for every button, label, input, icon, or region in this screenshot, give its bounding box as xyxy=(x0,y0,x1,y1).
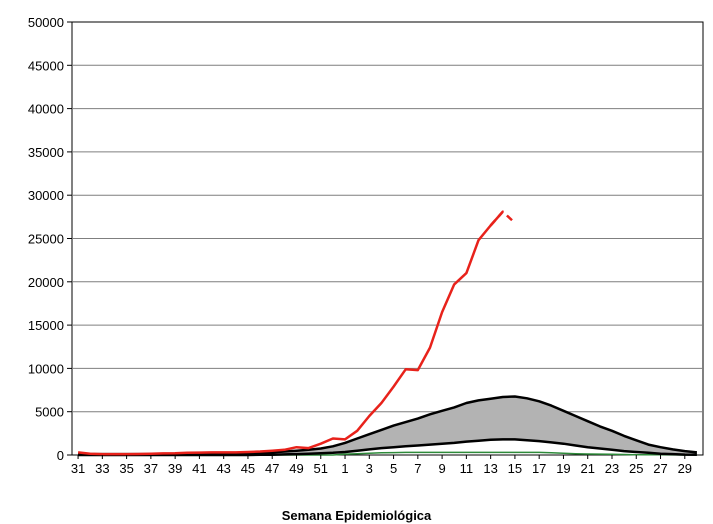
y-tick-label: 20000 xyxy=(28,275,64,290)
series-lines xyxy=(77,210,698,457)
x-tick-label: 3 xyxy=(366,461,373,476)
band-fill xyxy=(78,396,697,455)
x-tick-label: 11 xyxy=(460,461,474,476)
y-tick-label: 45000 xyxy=(28,58,64,73)
x-tick-label: 5 xyxy=(390,461,397,476)
x-tick-label: 51 xyxy=(314,461,328,476)
x-tick-label: 21 xyxy=(580,461,594,476)
x-tick-label: 15 xyxy=(508,461,522,476)
y-tick-label: 40000 xyxy=(28,102,64,117)
x-tick-label: 39 xyxy=(168,461,182,476)
x-axis-ticks: 31 33 35 37 39 41 43 45 47 49 51 1 3 5 7 9 11 13 15 17 19 21 2… xyxy=(71,455,692,476)
x-tick-label: 37 xyxy=(144,461,158,476)
y-axis-ticks: 0 5000 10000 15000 20000 25000 30000 35000 40000… xyxy=(28,15,72,463)
band-area xyxy=(78,396,697,455)
x-tick-label: 1 xyxy=(341,461,348,476)
x-axis-label: Semana Epidemiológica xyxy=(281,508,432,523)
x-tick-label: 13 xyxy=(483,461,497,476)
y-tick-label: 50000 xyxy=(28,15,64,30)
x-tick-label: 7 xyxy=(414,461,421,476)
x-tick-label: 9 xyxy=(438,461,445,476)
observed-series-line xyxy=(77,210,504,456)
x-tick-label: 29 xyxy=(678,461,692,476)
x-tick-label: 45 xyxy=(241,461,255,476)
x-tick-label: 33 xyxy=(95,461,109,476)
x-tick-label: 35 xyxy=(119,461,133,476)
x-tick-label: 19 xyxy=(556,461,570,476)
x-tick-label: 25 xyxy=(629,461,643,476)
x-tick-label: 43 xyxy=(216,461,230,476)
x-tick-label: 47 xyxy=(265,461,279,476)
x-tick-label: 31 xyxy=(71,461,85,476)
x-tick-label: 23 xyxy=(605,461,619,476)
x-tick-label: 17 xyxy=(532,461,546,476)
y-tick-label: 10000 xyxy=(28,361,64,376)
y-tick-label: 30000 xyxy=(28,188,64,203)
y-tick-label: 15000 xyxy=(28,318,64,333)
gridlines xyxy=(72,64,703,413)
x-tick-label: 27 xyxy=(653,461,667,476)
x-tick-label: 49 xyxy=(289,461,303,476)
x-tick-label: 41 xyxy=(192,461,206,476)
y-tick-label: 5000 xyxy=(35,405,64,420)
projected-series-line xyxy=(489,210,516,227)
y-tick-label: 35000 xyxy=(28,145,64,160)
y-tick-label: 0 xyxy=(57,448,64,463)
y-tick-label: 25000 xyxy=(28,232,64,247)
